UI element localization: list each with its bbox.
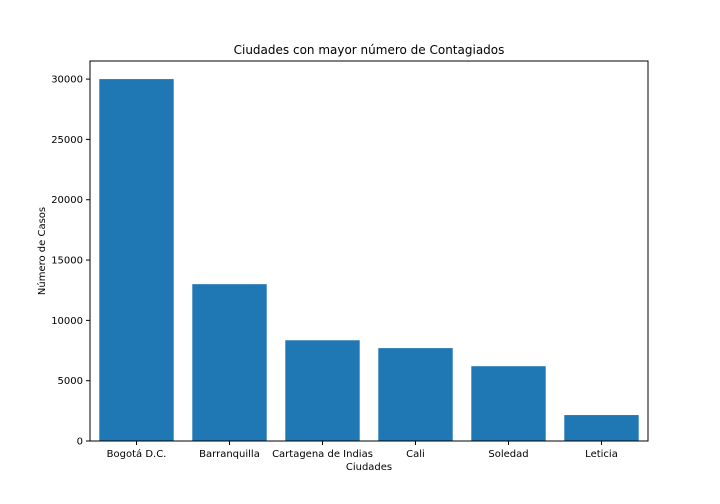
x-tick-label-1: Barranquilla <box>199 449 260 460</box>
x-tick-label-2: Cartagena de Indias <box>272 449 373 460</box>
y-tick-label-4: 20000 <box>51 195 83 206</box>
bar-1 <box>192 284 267 441</box>
y-tick-label-1: 5000 <box>58 376 83 387</box>
plot-frame <box>89 60 649 442</box>
chart-title: Ciudades con mayor número de Contagiados <box>234 43 505 57</box>
bar-5 <box>564 415 639 441</box>
y-tick-label-0: 0 <box>77 437 83 448</box>
x-axis: Bogotá D.C. Barranquilla Cartagena de Indi… <box>107 441 618 460</box>
y-tick-label-2: 10000 <box>51 316 83 327</box>
x-axis-label: Ciudades <box>346 462 392 473</box>
bar-4 <box>471 366 546 441</box>
x-tick-label-0: Bogotá D.C. <box>107 448 167 460</box>
x-tick-label-5: Leticia <box>585 449 618 460</box>
x-tick-label-4: Soledad <box>488 449 528 460</box>
y-axis-label: Número de Casos <box>36 207 48 295</box>
bar-0 <box>99 79 174 441</box>
bar-3 <box>378 348 453 441</box>
y-tick-label-6: 30000 <box>51 75 83 86</box>
y-axis: 0 5000 10000 15000 20000 25000 30000 <box>51 75 90 448</box>
y-tick-label-5: 25000 <box>51 135 83 146</box>
bar-2 <box>285 340 360 441</box>
x-tick-label-3: Cali <box>406 449 425 460</box>
bars-group <box>99 79 639 441</box>
y-tick-label-3: 15000 <box>51 256 83 267</box>
